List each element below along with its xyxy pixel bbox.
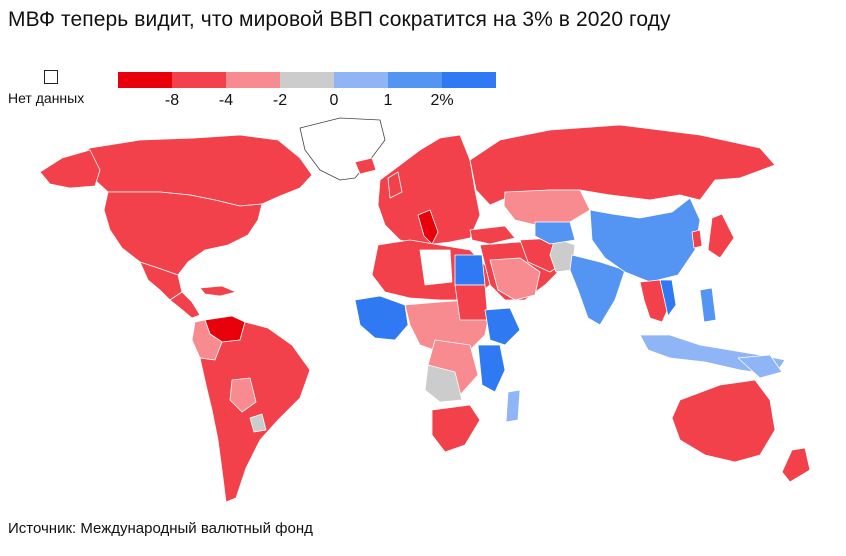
usa-region — [103, 191, 263, 276]
world-map — [39, 117, 811, 503]
iceland-region — [354, 157, 377, 175]
legend-tick: 0 — [329, 92, 339, 109]
legend-swatch-4 — [280, 72, 334, 88]
saudi-region — [489, 257, 541, 301]
europe-region — [377, 134, 481, 246]
korea-region — [691, 229, 703, 249]
kazakhstan-region — [503, 189, 591, 227]
legend-swatch-6 — [388, 72, 442, 88]
india-region — [569, 254, 626, 326]
papua-region — [737, 354, 783, 379]
paraguay-region — [229, 377, 257, 413]
turkey-region — [469, 225, 516, 245]
caribbean-region — [199, 285, 237, 297]
philippines-region — [699, 287, 717, 323]
alaska-region — [39, 149, 101, 189]
legend-tick: -8 — [164, 92, 180, 109]
sudan-region — [454, 284, 489, 321]
legend-swatch-2 — [172, 72, 226, 88]
south-africa-region — [431, 404, 481, 453]
southern-africa-region — [424, 364, 463, 403]
color-legend — [118, 72, 496, 88]
china-region — [589, 197, 701, 283]
south-america-region — [199, 321, 311, 503]
west-africa-region — [354, 295, 409, 341]
legend-tick: 1 — [383, 92, 393, 109]
australia-region — [671, 379, 776, 463]
no-data-swatch — [44, 70, 58, 84]
uk-region — [387, 171, 403, 199]
legend-tick: -4 — [218, 92, 234, 109]
east-africa-region — [477, 344, 506, 393]
japan-region — [707, 213, 735, 259]
vietnam-region — [659, 279, 677, 317]
legend-swatch-3 — [226, 72, 280, 88]
pakistan-region — [549, 237, 576, 273]
libya-region — [419, 249, 453, 286]
ethiopia-region — [484, 307, 521, 346]
map-title: МВФ теперь видит, что мировой ВВП сократ… — [8, 8, 671, 31]
egypt-region — [454, 254, 486, 286]
italy-region — [417, 209, 439, 245]
madagascar-region — [505, 389, 521, 423]
uruguay-region — [249, 413, 267, 433]
legend-tick: 2% — [430, 92, 454, 109]
source-note: Источник: Международный валютный фонд — [8, 520, 313, 537]
no-data-label: Нет данных — [8, 90, 85, 106]
legend-swatch-7 — [442, 72, 496, 88]
legend-swatch-5 — [334, 72, 388, 88]
central-asia-region — [534, 221, 576, 245]
legend-swatch-1 — [118, 72, 172, 88]
legend-tick: -2 — [272, 92, 288, 109]
new-zealand-region — [781, 447, 811, 483]
central-america-region — [169, 291, 201, 319]
